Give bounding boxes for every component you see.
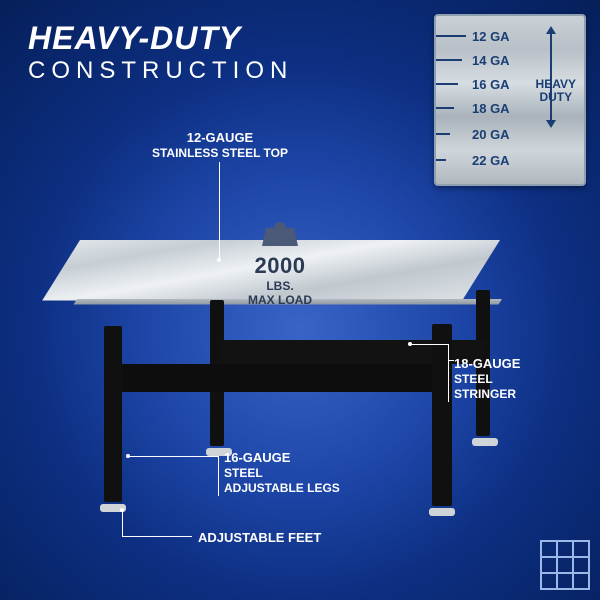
- callout-line: 16-GAUGE: [224, 450, 340, 466]
- gauge-tick: [436, 133, 450, 135]
- gauge-card: HEAVYDUTY 12 GA 14 GA 16 GA 18 GA 20 GA …: [434, 14, 586, 186]
- leader-line: [218, 456, 219, 496]
- gauge-label: 12 GA: [472, 29, 510, 44]
- gauge-label: 18 GA: [472, 101, 510, 116]
- callout-line: ADJUSTABLE FEET: [198, 530, 321, 546]
- brand-logo-icon: [540, 540, 590, 590]
- max-load-unit: LBS.: [266, 279, 293, 293]
- gauge-label: 20 GA: [472, 127, 510, 142]
- table-foot: [472, 438, 498, 446]
- callout-line: 12-GAUGE: [130, 130, 310, 146]
- table-foot: [429, 508, 455, 516]
- max-load-badge: 2000 LBS.MAX LOAD: [248, 218, 312, 307]
- gauge-tick: [436, 59, 462, 61]
- leader-line: [448, 360, 454, 361]
- leader-dot: [217, 258, 221, 262]
- leader-line: [219, 162, 220, 260]
- title-line-1: HEAVY-DUTY: [28, 22, 293, 56]
- title-line-2: CONSTRUCTION: [28, 58, 293, 83]
- table-stringer: [119, 364, 452, 392]
- leader-line: [122, 536, 192, 537]
- gauge-tick: [436, 35, 466, 37]
- leader-dot: [120, 508, 124, 512]
- max-load-value: 2000: [248, 253, 312, 279]
- infographic-stage: HEAVY-DUTY CONSTRUCTION HEAVYDUTY 12 GA …: [0, 0, 600, 600]
- callout-feet: ADJUSTABLE FEET: [198, 530, 321, 546]
- gauge-tick: [436, 107, 454, 109]
- gauge-tick: [436, 83, 458, 85]
- callout-line: STEEL: [454, 372, 520, 387]
- gauge-label: 14 GA: [472, 53, 510, 68]
- callout-line: STAINLESS STEEL TOP: [130, 146, 310, 161]
- callout-line: STRINGER: [454, 387, 520, 402]
- table-leg: [104, 326, 122, 502]
- leader-dot: [126, 454, 130, 458]
- callout-line: STEEL: [224, 466, 340, 481]
- callout-line: 18-GAUGE: [454, 356, 520, 372]
- leader-dot: [408, 342, 412, 346]
- title-block: HEAVY-DUTY CONSTRUCTION: [28, 22, 293, 83]
- leader-line: [448, 344, 449, 402]
- gauge-tick: [436, 159, 446, 161]
- gauge-label: 22 GA: [472, 153, 510, 168]
- callout-top: 12-GAUGE STAINLESS STEEL TOP: [130, 130, 310, 161]
- callout-legs: 16-GAUGE STEEL ADJUSTABLE LEGS: [224, 450, 340, 496]
- gauge-heavy-duty-label: HEAVYDUTY: [536, 78, 576, 104]
- leader-line: [412, 344, 448, 345]
- gauge-label: 16 GA: [472, 77, 510, 92]
- table-leg: [432, 324, 452, 506]
- max-load-unit-2: MAX LOAD: [248, 293, 312, 307]
- leader-line: [130, 456, 218, 457]
- callout-line: ADJUSTABLE LEGS: [224, 481, 340, 496]
- callout-stringer: 18-GAUGE STEEL STRINGER: [454, 356, 520, 402]
- weight-icon: [254, 218, 306, 248]
- leader-line: [122, 512, 123, 536]
